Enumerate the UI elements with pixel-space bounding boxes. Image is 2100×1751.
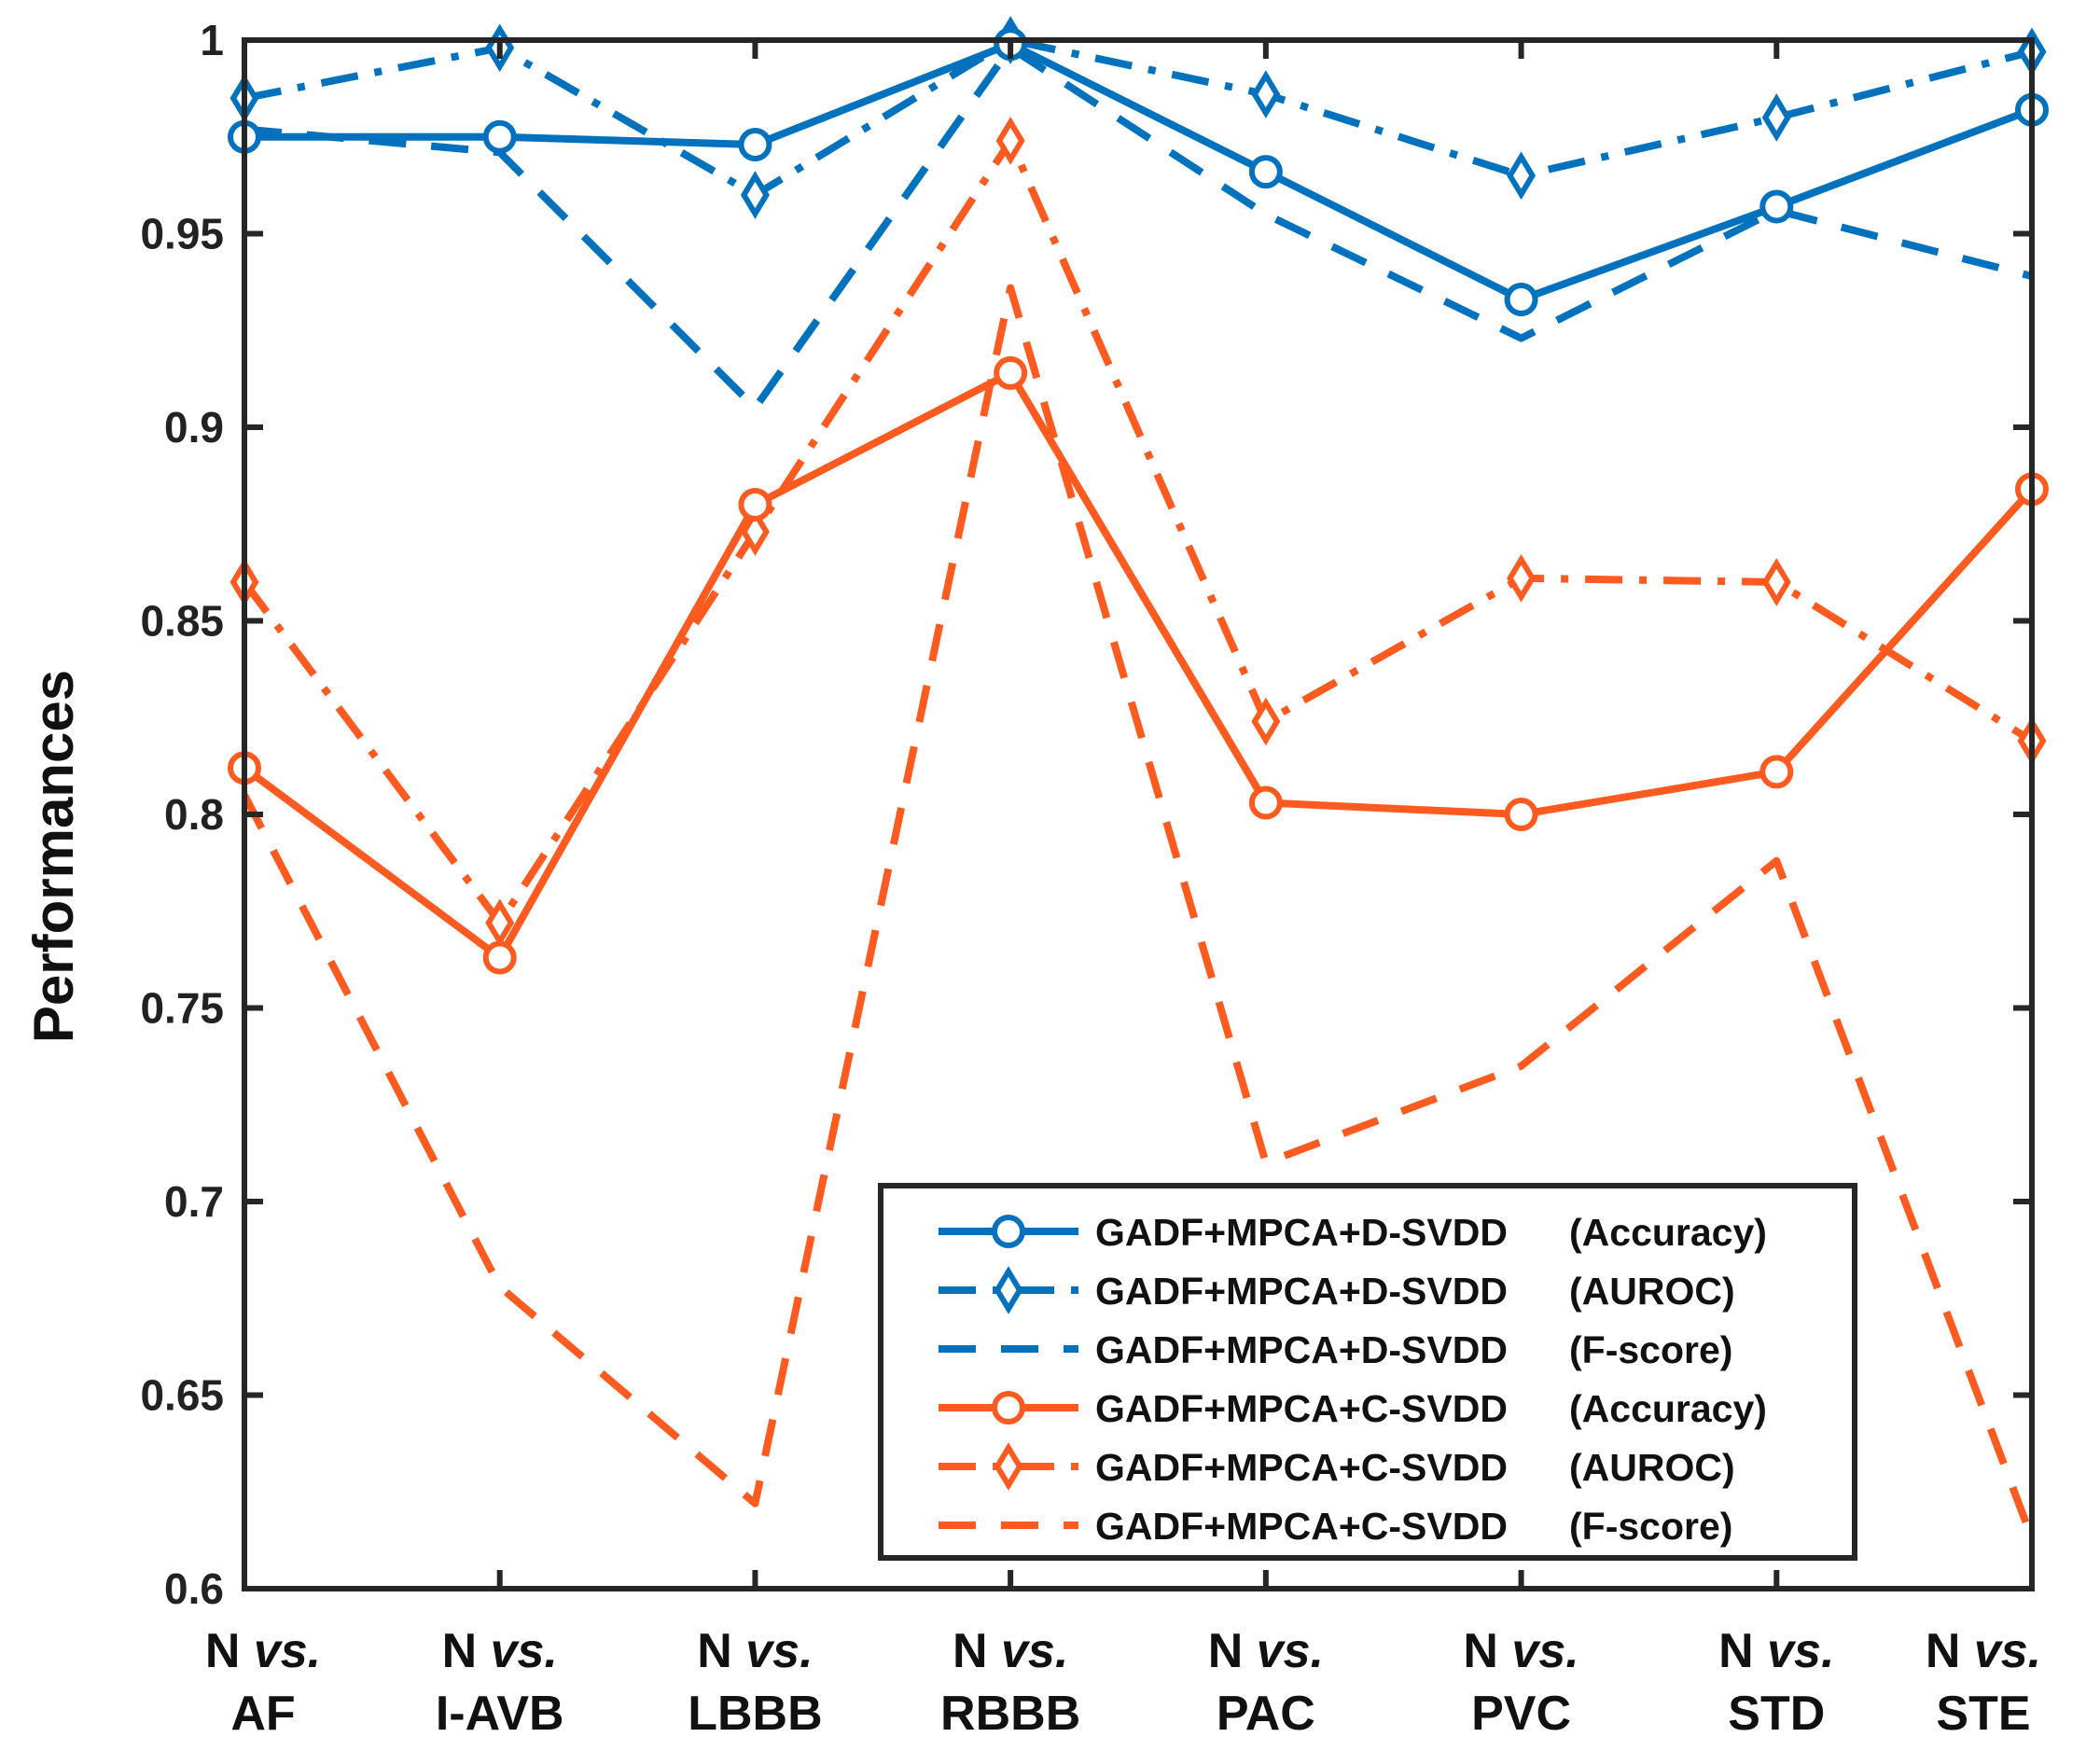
series-0-point-2 xyxy=(738,128,772,162)
x-tick-label-6-vs: vs. xyxy=(1767,1624,1834,1678)
series-0-point-6 xyxy=(1759,189,1794,224)
series-4 xyxy=(229,117,2047,948)
series-3-point-1 xyxy=(482,940,517,975)
series-4-point-3 xyxy=(995,117,1025,165)
x-tick-label-2-vs: vs. xyxy=(745,1624,813,1678)
y-tick-label-5: 0.85 xyxy=(140,597,224,646)
legend-label-2: GADF+MPCA+D-SVDD xyxy=(1095,1328,1508,1371)
series-0-point-1 xyxy=(482,119,517,154)
series-line-3 xyxy=(242,368,2035,962)
x-tick-label-6-line2: STD xyxy=(1728,1687,1825,1741)
series-4-point-2 xyxy=(740,507,770,556)
axes-layer: 0.6 0.65 0.7 0.75 0.8 0.85 0.9 0.95 1 N vs. AF N vs… xyxy=(140,16,2041,1741)
series-3-point-3 xyxy=(994,355,1028,390)
series-line-4 xyxy=(241,136,2035,927)
legend-marker-0 xyxy=(992,1215,1025,1248)
y-tick-label-7: 0.95 xyxy=(140,210,224,258)
x-tick-label-7-prefix: N xyxy=(1926,1624,1974,1678)
legend-metric-5: (F-score) xyxy=(1569,1505,1732,1548)
x-tick-label-4-line1: N vs. xyxy=(1208,1624,1324,1678)
series-2 xyxy=(243,44,2033,412)
x-tick-label-3-prefix: N xyxy=(953,1624,1001,1678)
series-0-point-4 xyxy=(1248,155,1283,189)
series-3-point-5 xyxy=(1504,798,1538,831)
y-tick-label-4: 0.8 xyxy=(164,790,224,839)
series-1-point-2 xyxy=(740,171,770,219)
legend: GADF+MPCA+D-SVDD (Accuracy) GADF+MPCA+D-SV… xyxy=(878,1183,1857,1561)
x-tick-label-3-line1: N vs. xyxy=(953,1624,1068,1678)
x-tick-label-6-prefix: N xyxy=(1718,1624,1767,1678)
legend-label-1: GADF+MPCA+D-SVDD xyxy=(1095,1270,1508,1313)
y-tick-label-8: 1 xyxy=(200,16,224,64)
series-line-0 xyxy=(244,40,2034,304)
x-tick-label-3-line2: RBBB xyxy=(940,1687,1080,1741)
x-tick-label-1-prefix: N xyxy=(442,1624,491,1678)
x-tick-label-2-line2: LBBB xyxy=(688,1687,822,1741)
x-tick-label-1-line1: N vs. xyxy=(442,1624,558,1678)
x-tick-label-0-line1: N vs. xyxy=(205,1624,321,1678)
x-tick-label-5-line2: PVC xyxy=(1471,1687,1571,1741)
x-tick-label-2-line1: N vs. xyxy=(697,1624,813,1678)
x-tick-label-4-line2: PAC xyxy=(1217,1687,1315,1741)
series-3-point-4 xyxy=(1248,785,1283,820)
legend-label-0: GADF+MPCA+D-SVDD xyxy=(1095,1211,1508,1254)
series-line-5 xyxy=(241,284,2036,1540)
legend-metric-0: (Accuracy) xyxy=(1569,1211,1767,1254)
legend-label-5: GADF+MPCA+C-SVDD xyxy=(1095,1505,1508,1548)
x-tick-label-2-prefix: N xyxy=(697,1624,745,1678)
legend-metric-2: (F-score) xyxy=(1569,1328,1732,1371)
x-tick-label-4-prefix: N xyxy=(1208,1624,1257,1678)
x-tick-label-5-vs: vs. xyxy=(1511,1624,1578,1678)
y-tick-label-0: 0.6 xyxy=(164,1564,224,1613)
legend-metric-1: (AUROC) xyxy=(1569,1270,1735,1313)
x-tick-label-1-line2: I-AVB xyxy=(436,1687,564,1741)
x-tick-label-4-vs: vs. xyxy=(1257,1624,1324,1678)
legend-label-4: GADF+MPCA+C-SVDD xyxy=(1095,1446,1508,1489)
series-3-point-6 xyxy=(1759,755,1794,789)
series-4-point-4 xyxy=(1251,697,1281,746)
series-1-point-6 xyxy=(1761,93,1791,142)
x-tick-label-7-line1: N vs. xyxy=(1926,1624,2041,1678)
legend-box xyxy=(878,1183,1857,1561)
series-5 xyxy=(241,284,2036,1540)
series-4-point-5 xyxy=(1507,554,1537,603)
x-tick-label-0-vs: vs. xyxy=(254,1624,321,1678)
legend-label-3: GADF+MPCA+C-SVDD xyxy=(1095,1387,1508,1430)
legend-marker-3 xyxy=(992,1391,1025,1424)
series-0-point-5 xyxy=(1504,283,1538,317)
x-tick-label-0-line2: AF xyxy=(230,1687,295,1741)
y-tick-label-2: 0.7 xyxy=(164,1177,224,1226)
series-1-point-5 xyxy=(1507,151,1537,201)
series-3-point-2 xyxy=(738,488,772,521)
series-line-1 xyxy=(243,36,2033,199)
x-tick-label-1-vs: vs. xyxy=(491,1624,558,1678)
x-tick-label-5-line1: N vs. xyxy=(1463,1624,1578,1678)
series-line-2 xyxy=(243,44,2033,412)
legend-metric-4: (AUROC) xyxy=(1569,1446,1735,1489)
x-tick-label-7-line2: STE xyxy=(1936,1687,2030,1741)
series-0 xyxy=(228,27,2049,317)
x-tick-label-3-vs: vs. xyxy=(1001,1624,1068,1678)
y-tick-label-6: 0.9 xyxy=(164,403,224,452)
x-tick-label-5-prefix: N xyxy=(1463,1624,1511,1678)
legend-metric-3: (Accuracy) xyxy=(1569,1387,1767,1430)
x-tick-label-6-line1: N vs. xyxy=(1718,1624,1834,1678)
legend-marker-1 xyxy=(994,1266,1023,1314)
y-tick-label-1: 0.65 xyxy=(140,1371,224,1420)
x-tick-label-7-vs: vs. xyxy=(1974,1624,2041,1678)
series-4-point-6 xyxy=(1761,558,1791,606)
x-tick-label-0-prefix: N xyxy=(205,1624,254,1678)
y-tick-label-3: 0.75 xyxy=(140,984,224,1033)
y-axis-label: Performances xyxy=(22,670,85,1043)
legend-marker-4 xyxy=(994,1442,1023,1491)
series-1-point-4 xyxy=(1251,70,1281,118)
